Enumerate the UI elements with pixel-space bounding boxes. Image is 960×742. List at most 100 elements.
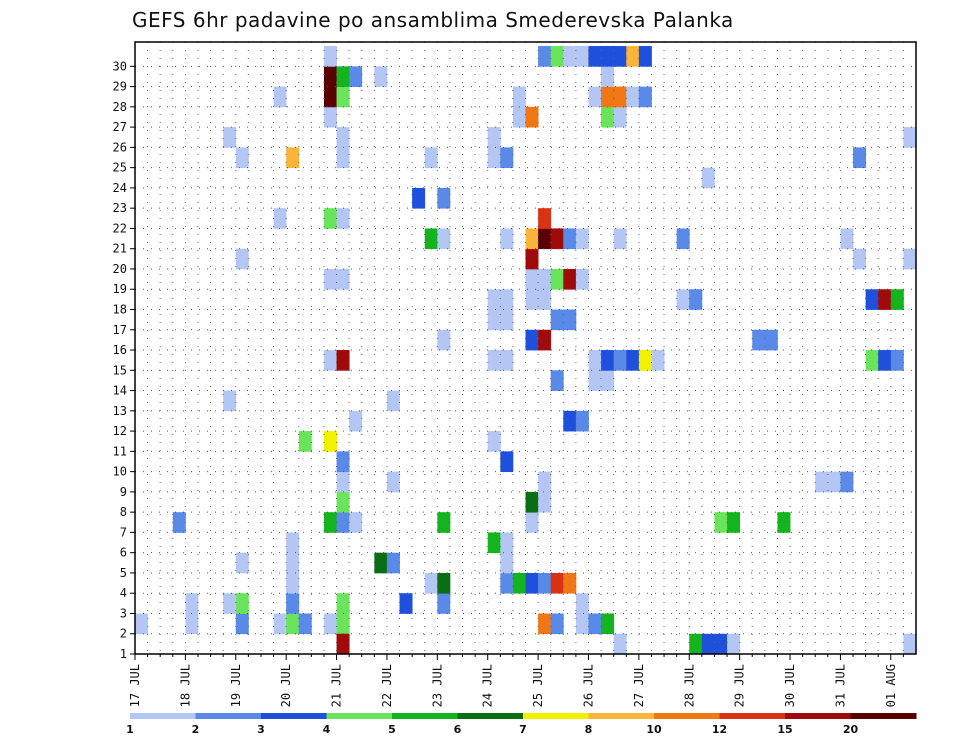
x-tick-label: 21 JUL <box>330 664 344 707</box>
heatmap-cell <box>298 431 312 452</box>
heatmap-cell <box>500 309 514 331</box>
heatmap-cell <box>437 329 451 351</box>
heatmap-cell <box>487 532 501 554</box>
x-tick-label: 19 JUL <box>229 664 243 707</box>
heatmap-cell <box>223 593 237 614</box>
y-tick-label: 5 <box>120 566 127 580</box>
legend-swatch <box>785 713 851 719</box>
heatmap-cell <box>386 390 400 412</box>
x-tick-label: 27 JUL <box>632 664 646 707</box>
heatmap-cell <box>235 613 249 635</box>
heatmap-cell <box>764 329 778 351</box>
heatmap-cell <box>487 127 501 148</box>
heatmap-cell <box>336 208 350 229</box>
heatmap-cell <box>374 66 388 87</box>
heatmap-cell <box>575 228 589 250</box>
heatmap-cell <box>336 350 350 371</box>
heatmap-cell <box>563 228 577 250</box>
heatmap-cell <box>235 248 249 270</box>
heatmap-cell <box>512 106 526 128</box>
x-tick-label: 28 JUL <box>682 664 696 707</box>
heatmap-cell <box>563 268 577 290</box>
heatmap-cell <box>676 228 690 250</box>
heatmap-cell <box>853 147 867 169</box>
heatmap-cell <box>235 593 249 614</box>
y-tick-label: 6 <box>120 546 127 560</box>
y-tick-label: 7 <box>120 525 127 539</box>
heatmap-cell <box>500 451 514 473</box>
y-tick-label: 14 <box>113 384 127 398</box>
heatmap-cell <box>424 147 438 169</box>
heatmap-cell <box>827 471 841 493</box>
heatmap-cell <box>437 228 451 250</box>
heatmap-cell <box>727 633 741 655</box>
heatmap-cell <box>588 86 602 108</box>
legend-label: 20 <box>843 723 859 736</box>
color-legend: 1 2 3 4 5 6 7 8 10 12 15 20 <box>126 713 917 736</box>
heatmap-cell <box>638 46 652 67</box>
heatmap-cell <box>336 127 350 148</box>
y-tick-label: 3 <box>120 606 127 620</box>
legend-label: 5 <box>388 723 396 736</box>
y-tick-label: 23 <box>113 201 127 215</box>
legend-swatch <box>719 713 786 719</box>
heatmap-cell <box>525 572 539 594</box>
heatmap-cell <box>550 370 564 391</box>
y-tick-label: 10 <box>113 465 127 479</box>
y-tick-label: 18 <box>113 303 127 317</box>
heatmap-cell <box>890 350 904 371</box>
heatmap-cell <box>538 268 552 290</box>
heatmap-cell <box>487 309 501 331</box>
heatmap-cell <box>575 46 589 67</box>
heatmap-cell <box>386 552 400 574</box>
heatmap-cell <box>525 329 539 351</box>
legend-swatch <box>850 713 917 719</box>
heatmap-cell <box>777 512 791 533</box>
heatmap-cell <box>613 350 627 371</box>
y-tick-label: 30 <box>113 59 127 73</box>
heatmap-cell <box>286 552 300 574</box>
heatmap-cell <box>512 572 526 594</box>
heatmap-cell <box>323 512 337 533</box>
heatmap-cell <box>399 593 413 614</box>
y-tick-label: 28 <box>113 100 127 114</box>
heatmap-cell <box>701 167 715 189</box>
heatmap-cell <box>437 187 451 209</box>
heatmap-cell <box>550 268 564 290</box>
heatmap-cell <box>601 370 615 391</box>
heatmap-cell <box>336 268 350 290</box>
legend-swatch <box>392 713 458 719</box>
y-tick-label: 12 <box>113 424 127 438</box>
legend-label: 10 <box>646 723 662 736</box>
heatmap-cell <box>273 86 287 108</box>
legend-label: 7 <box>519 723 527 736</box>
heatmap-cell <box>437 512 451 533</box>
heatmap-cell <box>575 410 589 432</box>
legend-label: 8 <box>585 723 593 736</box>
legend-label: 15 <box>777 723 792 736</box>
heatmap-cell <box>135 613 148 635</box>
heatmap-cell <box>273 613 287 635</box>
heatmap-cell <box>487 350 501 371</box>
heatmap-cell <box>487 431 501 452</box>
heatmap-cell <box>336 66 350 87</box>
x-tick-label: 01 AUG <box>884 664 898 707</box>
heatmap-cell <box>626 350 640 371</box>
heatmap-cell <box>500 289 514 310</box>
heatmap-cell <box>525 268 539 290</box>
heatmap-cell <box>727 512 741 533</box>
heatmap-cell <box>550 572 564 594</box>
heatmap-cell <box>437 572 451 594</box>
heatmap-cell <box>336 86 350 108</box>
heatmap-cell <box>903 248 917 270</box>
heatmap-cell <box>336 512 350 533</box>
heatmap-cell <box>349 512 363 533</box>
heatmap-cell <box>525 228 539 250</box>
heatmap-cell <box>487 289 501 310</box>
y-tick-label: 29 <box>113 80 127 94</box>
heatmap-cell <box>626 46 640 67</box>
heatmap-cell <box>235 552 249 574</box>
heatmap-cell <box>714 633 728 655</box>
heatmap-cell <box>613 86 627 108</box>
